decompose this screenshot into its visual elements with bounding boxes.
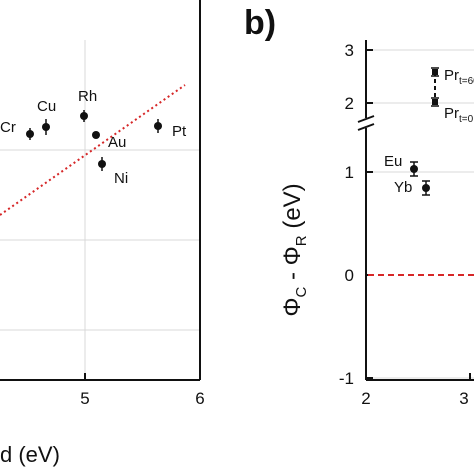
label-pr-t60: Prt=60: [444, 67, 474, 87]
marker-eu: [410, 165, 418, 173]
point-au: Au: [92, 131, 126, 151]
label-cr: Cr: [0, 119, 16, 136]
panel-a: 5 6 d (eV) Cr Cu Rh Au Ni: [0, 0, 205, 467]
marker-cr: [26, 130, 34, 138]
marker-pt: [154, 122, 162, 130]
point-yb: Yb: [394, 179, 430, 196]
y-tick-label-0: 0: [345, 266, 354, 285]
axis-break-mark-2: [357, 123, 375, 131]
y-tick-label-2: 2: [345, 94, 354, 113]
x-tick-label-6: 6: [195, 389, 204, 408]
axis-break-mark-1: [357, 115, 375, 123]
point-rh: Rh: [78, 88, 97, 122]
axis-break-gap: [358, 118, 374, 128]
y-tick-label-3: 3: [345, 41, 354, 60]
x-tick-label-5: 5: [80, 389, 89, 408]
label-au: Au: [108, 134, 126, 151]
x-tick-label-3: 3: [459, 389, 468, 408]
label-pt: Pt: [172, 123, 187, 140]
y-tick-label-m1: -1: [339, 369, 354, 388]
panel-a-xlabel: d (eV): [0, 442, 60, 467]
marker-pr-t60: [432, 69, 438, 75]
point-ni: Ni: [98, 157, 128, 187]
marker-au: [92, 131, 100, 139]
point-eu: Eu: [384, 153, 418, 177]
label-rh: Rh: [78, 88, 97, 105]
point-pr-t60: Prt=60: [431, 67, 474, 87]
label-pr-t0: Prt=0: [444, 105, 474, 125]
point-pt: Pt: [154, 119, 187, 140]
marker-yb: [422, 184, 430, 192]
point-cu: Cu: [37, 98, 56, 135]
marker-pr-t0: [432, 99, 438, 105]
marker-ni: [98, 160, 106, 168]
x-tick-label-2: 2: [361, 389, 370, 408]
marker-cu: [42, 123, 50, 131]
point-cr: Cr: [0, 119, 34, 140]
label-yb: Yb: [394, 179, 412, 196]
marker-rh: [80, 112, 88, 120]
panel-b-label: b): [244, 4, 276, 42]
point-pr-t0: Prt=0: [431, 97, 474, 125]
label-cu: Cu: [37, 98, 56, 115]
y-tick-label-1: 1: [345, 163, 354, 182]
panel-b-ylabel: ΦC - ΦR (eV): [279, 183, 310, 316]
panel-b: b) ΦC - ΦR (eV) 3 2 1 0 -1 2 3: [244, 4, 474, 408]
label-eu: Eu: [384, 153, 402, 170]
label-ni: Ni: [114, 170, 128, 187]
